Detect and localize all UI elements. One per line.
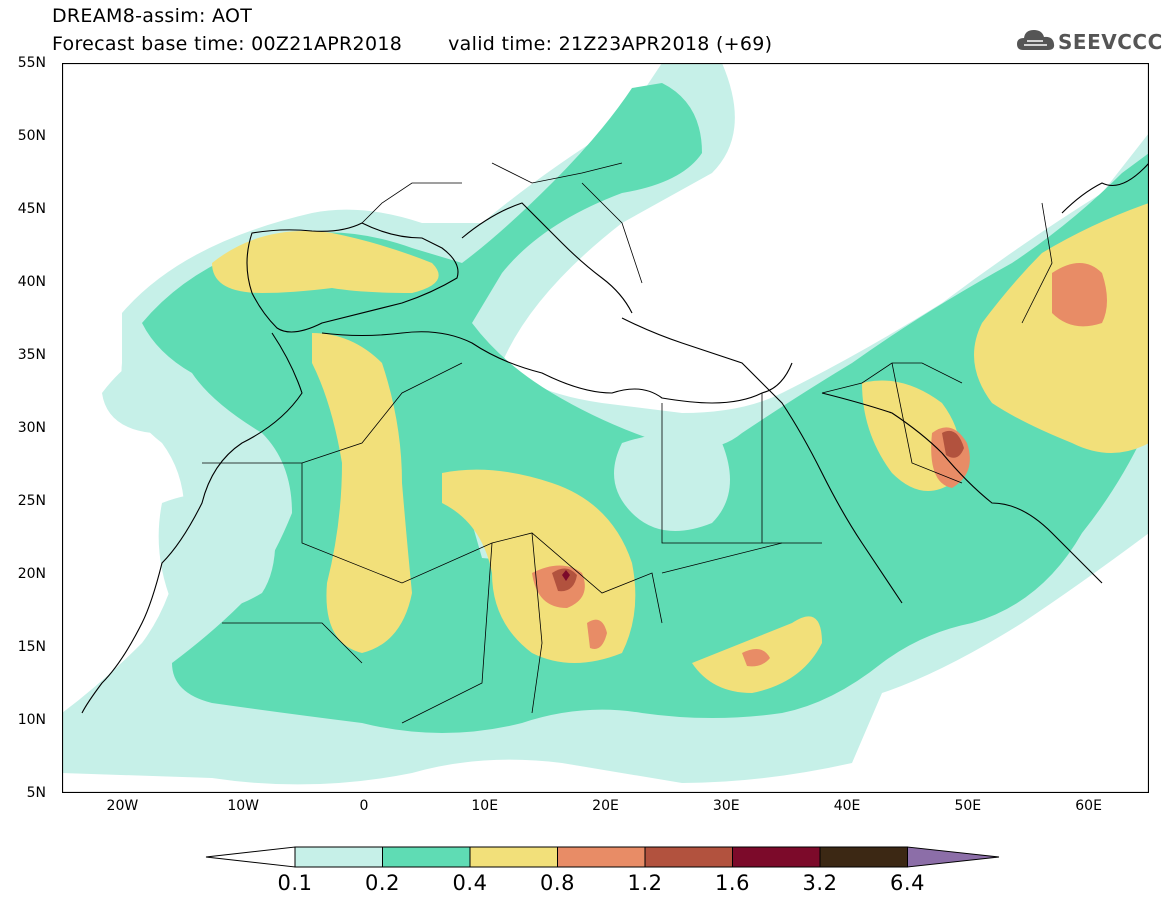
- aot-band-0.4: [212, 203, 1149, 693]
- seevccc-logo: SEEVCCC: [1015, 26, 1162, 56]
- colorbar-label: 0.4: [452, 871, 488, 895]
- map-panel: [62, 63, 1149, 793]
- lat-tick-label: 10N: [17, 712, 46, 728]
- lon-tick-label: 10E: [471, 798, 499, 814]
- lat-tick-label: 30N: [17, 420, 46, 436]
- colorbar-swatch: [819, 846, 908, 868]
- lon-tick-label: 40E: [833, 798, 861, 814]
- country-borders: [202, 162, 1053, 724]
- colorbar-label: 0.2: [365, 871, 400, 895]
- lat-tick-label: 45N: [17, 201, 46, 217]
- colorbar-label: 0.1: [277, 871, 313, 895]
- cloud-icon: [1017, 30, 1055, 50]
- lon-tick-label: 30E: [712, 798, 740, 814]
- colorbar-swatch: [732, 846, 821, 868]
- colorbar-over-arrow: [907, 846, 1000, 868]
- colorbar-swatch: [469, 846, 558, 868]
- colorbar-label: 1.6: [715, 871, 750, 895]
- logo-text: SEEVCCC: [1058, 30, 1163, 54]
- aot-band-1.2: [552, 430, 964, 592]
- map-title: DREAM8-assim: AOT: [52, 5, 253, 27]
- coastlines: [81, 162, 1149, 714]
- lon-tick-label: 20W: [106, 798, 139, 814]
- colorbar-under-arrow: [205, 846, 296, 868]
- lon-tick-label: 60E: [1075, 798, 1102, 814]
- colorbar-swatch: [294, 846, 383, 868]
- colorbar-swatch: [557, 846, 646, 868]
- colorbar-swatch: [644, 846, 733, 868]
- lat-tick-label: 50N: [17, 128, 46, 144]
- colorbar-swatch: [382, 846, 471, 868]
- lon-tick-label: 20E: [592, 798, 619, 814]
- valid-time: valid time: 21Z23APR2018 (+69): [448, 33, 773, 55]
- lat-tick-label: 20N: [17, 566, 46, 582]
- lat-tick-label: 55N: [17, 55, 46, 71]
- colorbar: [205, 846, 1000, 868]
- lat-tick-label: 25N: [17, 493, 46, 509]
- lat-tick-label: 15N: [17, 639, 46, 655]
- colorbar-label: 0.8: [540, 871, 575, 895]
- forecast-base-time: Forecast base time: 00Z21APR2018: [52, 33, 403, 55]
- aot-map: [62, 63, 1149, 793]
- forecast-times: Forecast base time: 00Z21APR2018 valid ti…: [52, 34, 772, 54]
- lat-tick-label: 5N: [26, 785, 46, 801]
- colorbar-label: 3.2: [802, 871, 838, 895]
- lon-tick-label: 0: [359, 798, 369, 814]
- colorbar-label: 1.2: [627, 871, 663, 895]
- lon-tick-label: 50E: [954, 798, 982, 814]
- colorbar-label: 6.4: [890, 871, 925, 895]
- lon-tick-label: 10W: [227, 798, 259, 814]
- lat-tick-label: 35N: [17, 347, 46, 363]
- lat-tick-label: 40N: [17, 274, 46, 290]
